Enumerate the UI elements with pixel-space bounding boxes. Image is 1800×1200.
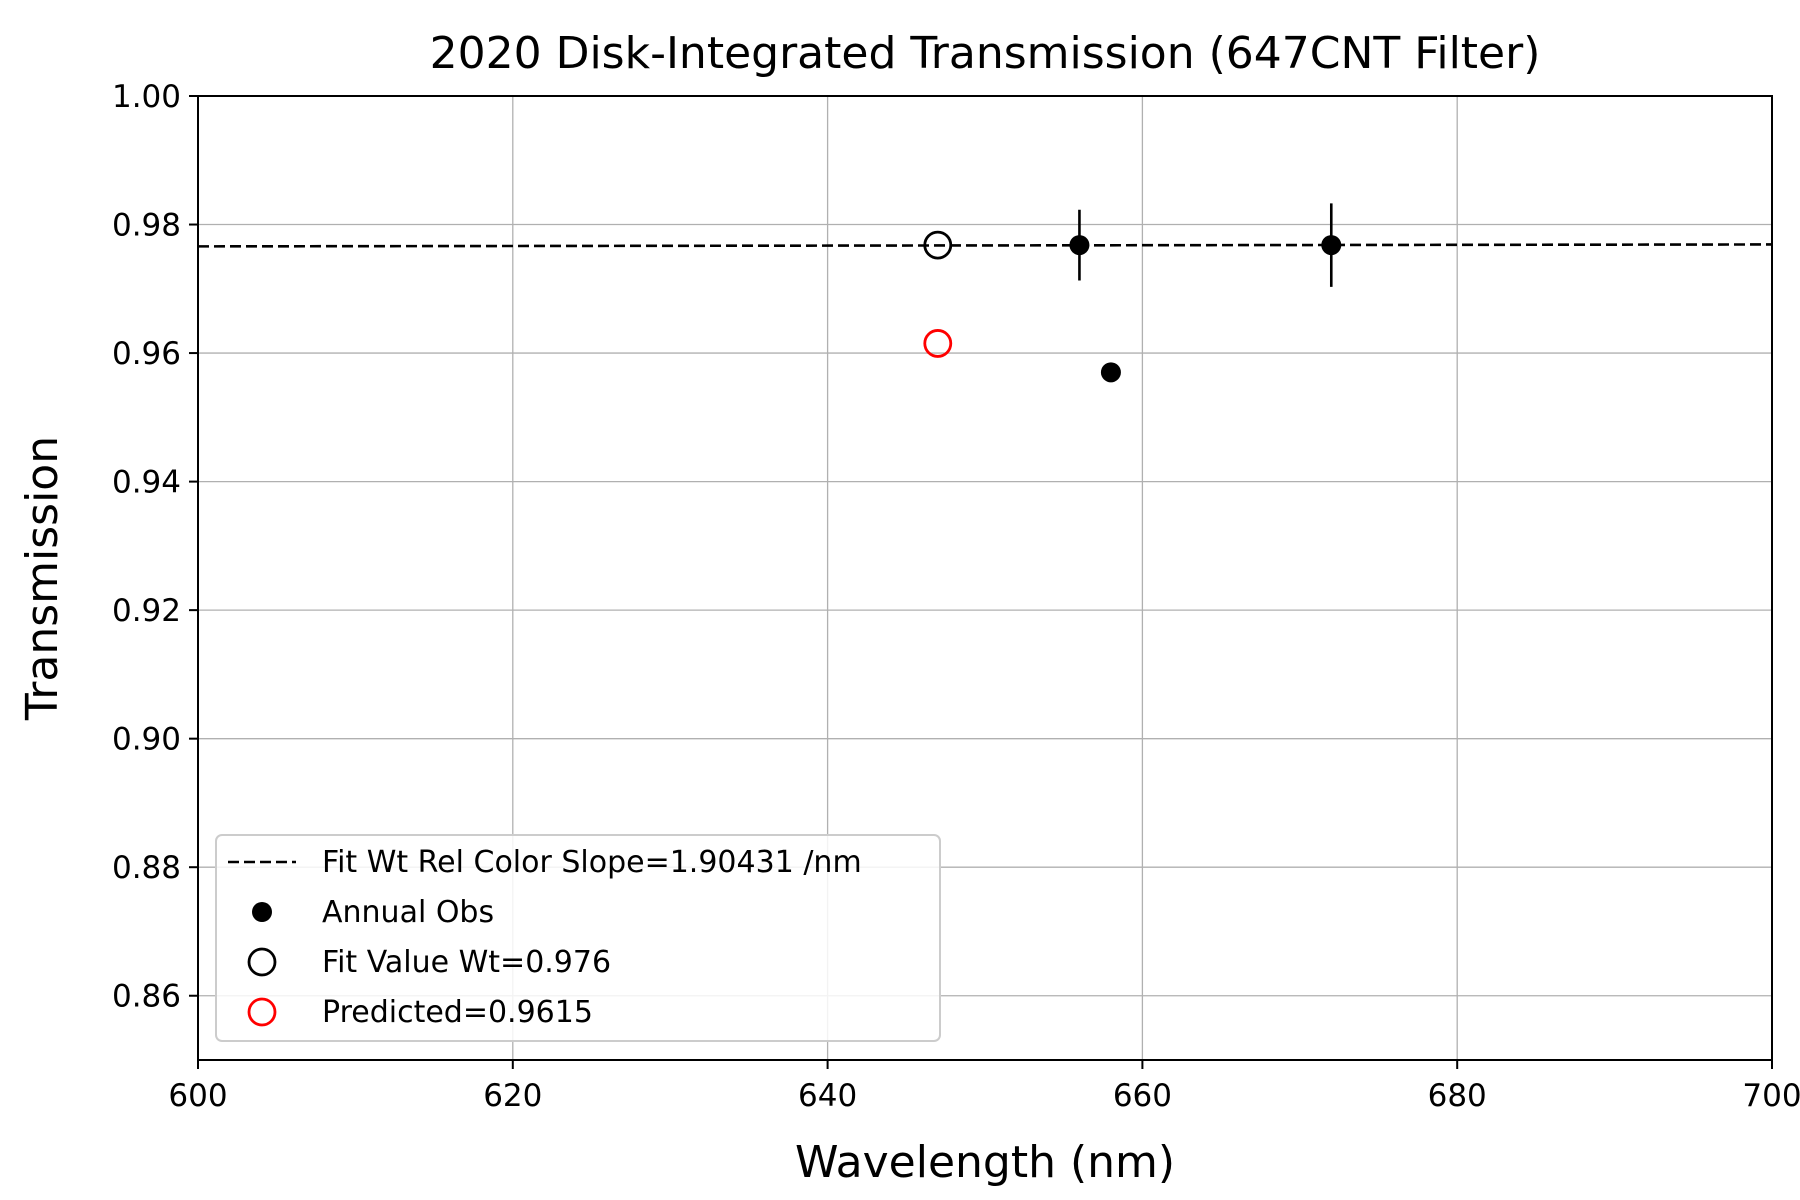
fit-value-point [923, 230, 953, 260]
predicted-point [923, 329, 953, 358]
legend-filled-marker [252, 902, 272, 922]
x-axis-label: Wavelength (nm) [795, 1137, 1175, 1188]
y-axis-label: Transmission [17, 436, 68, 721]
y-tick-label: 0.86 [112, 979, 181, 1015]
legend-entry-label: Annual Obs [322, 895, 494, 930]
y-tick-label: 0.92 [112, 593, 181, 629]
y-tick-label: 1.00 [112, 79, 181, 115]
y-tick-label: 0.94 [112, 465, 181, 501]
plot-area [197, 203, 1773, 383]
chart-title: 2020 Disk-Integrated Transmission (647CN… [430, 28, 1541, 79]
x-tick-label: 600 [168, 1078, 227, 1114]
y-tick-label: 0.96 [112, 336, 181, 372]
fit-line [197, 243, 1773, 248]
x-tick-label: 660 [1113, 1078, 1172, 1114]
x-tick-label: 680 [1428, 1078, 1487, 1114]
y-tick-label: 0.90 [112, 722, 181, 758]
legend-entry-label: Predicted=0.9615 [322, 995, 593, 1030]
y-tick-label: 0.98 [112, 208, 181, 244]
legend-entry-label: Fit Wt Rel Color Slope=1.90431 /nm [322, 845, 862, 880]
legend: Fit Wt Rel Color Slope=1.90431 /nm Annual… [215, 834, 941, 1042]
axis-ticks: 600 620 640 660 680 700 0.86 0.88 0.90 0.92 0.94 0.… [112, 79, 1800, 1114]
legend-box [215, 834, 941, 1042]
x-tick-label: 700 [1742, 1078, 1800, 1114]
legend-entry-label: Fit Value Wt=0.976 [322, 945, 611, 980]
legend-open-marker [247, 947, 277, 977]
y-tick-label: 0.88 [112, 850, 181, 886]
plot-frame [197, 95, 1773, 1061]
x-tick-label: 620 [483, 1078, 542, 1114]
annual-obs-point [1321, 235, 1342, 256]
annual-obs-point [1100, 362, 1121, 383]
annual-obs-point [1069, 235, 1090, 256]
legend-open-marker [247, 997, 277, 1027]
x-tick-label: 640 [798, 1078, 857, 1114]
